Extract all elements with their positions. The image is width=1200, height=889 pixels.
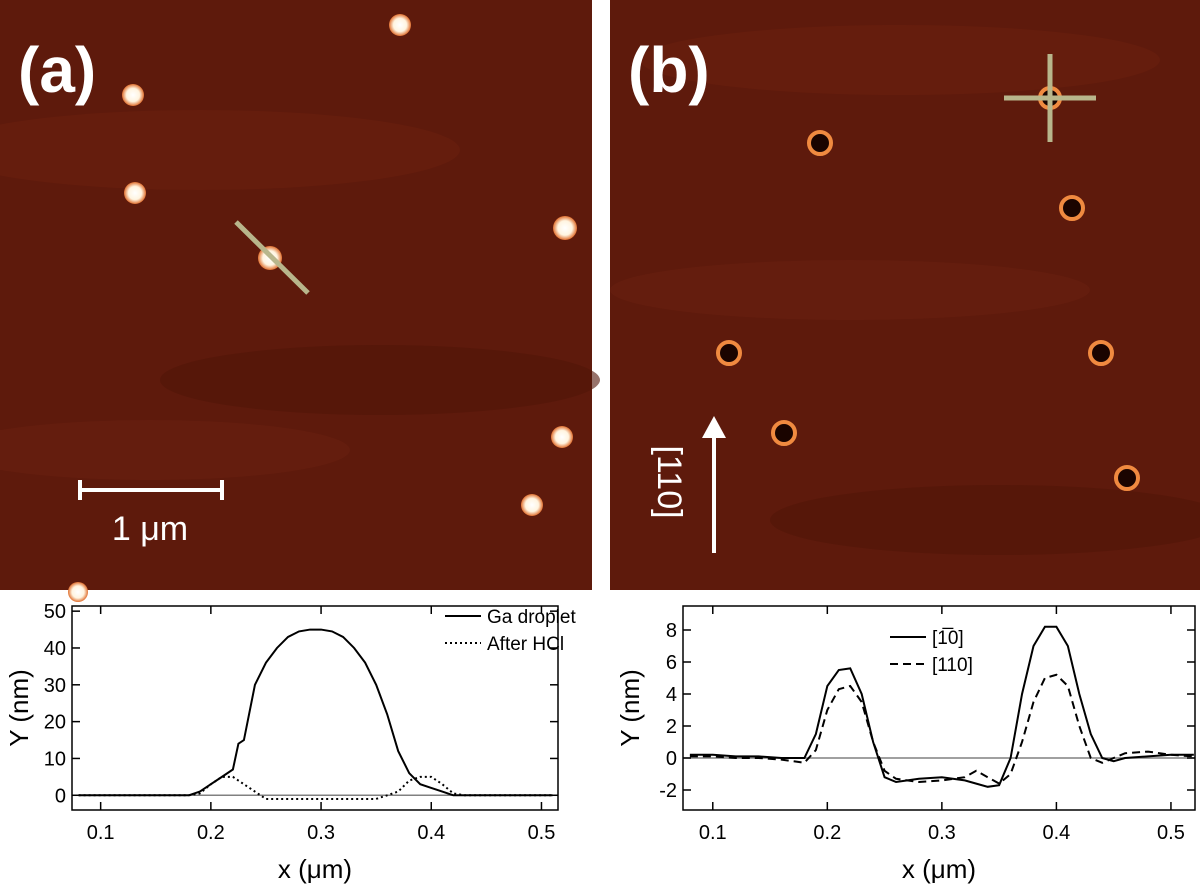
x-tick-label: 0.5 <box>1157 822 1185 844</box>
x-tick-label: 0.1 <box>699 822 727 844</box>
arrow-head <box>702 416 726 438</box>
y-tick-label: 0 <box>666 748 677 770</box>
profile-cross <box>1004 54 1096 142</box>
series-line <box>689 673 1194 785</box>
hole <box>807 130 833 156</box>
scale-bar <box>78 480 224 500</box>
hole <box>1088 340 1114 366</box>
y-axis-label: Y (nm) <box>4 669 34 747</box>
droplet <box>124 182 146 204</box>
series-line <box>689 625 1194 788</box>
y-tick-label: 2 <box>666 716 677 738</box>
terrace <box>0 420 350 480</box>
terrace <box>610 260 1090 320</box>
terrace <box>0 110 460 190</box>
scale-bar-label: 1 μm <box>112 510 188 548</box>
y-tick-label: 40 <box>44 638 66 660</box>
legend-label: Ga droplet <box>487 607 576 628</box>
series-line <box>78 628 553 797</box>
x-tick-label: 0.4 <box>417 822 445 844</box>
droplet <box>68 582 88 602</box>
legend-label: [1̅0] <box>932 628 964 649</box>
afm-image-a: 1 μm (a) <box>0 0 600 602</box>
holes <box>716 86 1140 491</box>
legend-label: After HCl <box>487 634 564 655</box>
x-tick-label: 0.3 <box>307 822 335 844</box>
hole <box>771 420 797 446</box>
terrace <box>640 25 1160 95</box>
droplet <box>551 426 573 448</box>
panel-label: (b) <box>628 34 710 106</box>
x-tick-label: 0.2 <box>813 822 841 844</box>
x-tick-label: 0.3 <box>928 822 956 844</box>
terrace <box>770 485 1200 555</box>
y-tick-label: 50 <box>44 601 66 623</box>
profile-line <box>234 220 310 295</box>
y-tick-label: 8 <box>666 620 677 642</box>
x-axis-label: x (μm) <box>902 854 976 884</box>
y-tick-label: 0 <box>55 785 66 807</box>
series-line <box>78 775 553 800</box>
hole <box>1114 465 1140 491</box>
x-tick-label: 0.1 <box>87 822 115 844</box>
plot-frame <box>682 605 1196 811</box>
y-tick-label: 4 <box>666 684 677 706</box>
droplet <box>553 216 577 240</box>
droplet <box>122 84 144 106</box>
panel-label: (a) <box>18 34 96 106</box>
x-axis-label: x (μm) <box>278 854 352 884</box>
hole <box>716 340 742 366</box>
y-tick-label: 30 <box>44 675 66 697</box>
droplet <box>389 14 411 36</box>
x-tick-label: 0.5 <box>528 822 556 844</box>
x-tick-label: 0.2 <box>197 822 225 844</box>
y-tick-label: 6 <box>666 652 677 674</box>
y-tick-label: -2 <box>659 780 677 802</box>
terrace <box>160 345 600 415</box>
afm-image-b: [110] (b) <box>610 0 1200 590</box>
legend-label: [110] <box>932 655 973 676</box>
x-tick-label: 0.4 <box>1042 822 1070 844</box>
y-tick-label: 20 <box>44 712 66 734</box>
y-axis-label: Y (nm) <box>615 669 645 747</box>
plot-frame <box>71 605 559 811</box>
hole <box>1059 195 1085 221</box>
droplet <box>521 494 543 516</box>
y-tick-label: 10 <box>44 748 66 770</box>
direction-label: [110] <box>650 445 688 518</box>
